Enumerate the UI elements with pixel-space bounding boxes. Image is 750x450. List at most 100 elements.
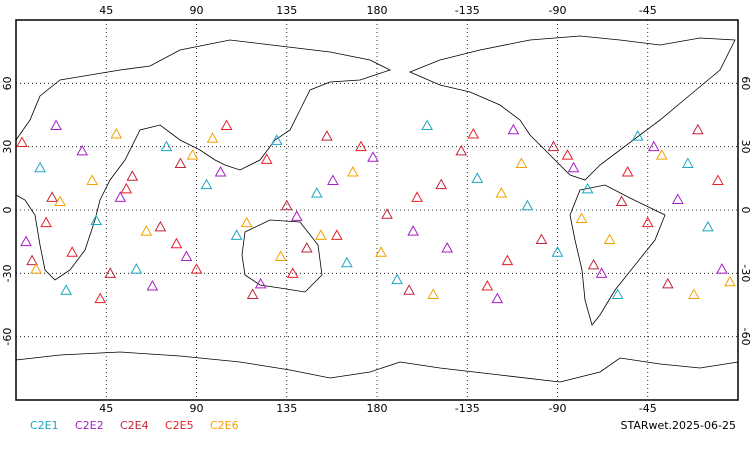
y-tick-label-left: 0 — [1, 207, 14, 214]
coastlines — [15, 35, 739, 383]
triangle-marker — [30, 263, 42, 274]
triangle-marker — [547, 140, 560, 152]
x-tick-label-bottom: -45 — [639, 402, 657, 415]
legend-entry: C2E5 — [165, 419, 194, 432]
triangle-marker — [535, 233, 548, 245]
triangle-marker — [114, 191, 127, 202]
triangle-marker — [702, 220, 714, 232]
triangle-marker — [274, 250, 287, 261]
triangle-marker — [481, 279, 494, 291]
triangle-marker — [427, 288, 440, 299]
triangle-marker — [90, 214, 103, 226]
x-tick-label-top: 45 — [99, 4, 113, 17]
triangle-marker — [290, 210, 303, 221]
triangle-marker — [501, 254, 514, 266]
triangle-marker — [94, 292, 107, 304]
triangle-marker — [471, 172, 484, 183]
triangle-marker — [587, 258, 600, 270]
triangle-marker — [615, 195, 628, 207]
legend-entry: C2E4 — [120, 419, 149, 432]
triangle-marker — [260, 153, 273, 164]
triangle-marker — [206, 132, 219, 143]
triangle-marker — [34, 161, 46, 173]
triangle-marker — [435, 178, 448, 190]
triangle-marker — [716, 263, 728, 274]
x-tick-label-top: 90 — [190, 4, 204, 17]
legend-entry: C2E2 — [75, 419, 104, 432]
triangle-marker — [655, 149, 668, 160]
y-tick-label-right: -60 — [739, 328, 750, 346]
coastline — [15, 39, 392, 281]
triangle-marker — [367, 151, 379, 162]
triangle-marker — [46, 191, 58, 202]
triangle-marker — [214, 165, 227, 177]
triangle-marker — [603, 233, 616, 245]
y-tick-label-right: -30 — [739, 264, 750, 282]
triangle-marker — [567, 161, 580, 173]
triangle-marker — [631, 130, 644, 141]
x-tick-label-bottom: 45 — [99, 402, 113, 415]
triangle-marker — [641, 216, 654, 228]
triangle-marker — [40, 216, 52, 228]
coastline — [15, 351, 739, 383]
triangle-marker — [160, 140, 173, 152]
triangle-marker — [403, 284, 415, 295]
x-tick-label-bottom: -135 — [455, 402, 480, 415]
triangle-marker — [391, 273, 403, 285]
triangle-marker — [441, 241, 454, 253]
x-tick-label-bottom: 90 — [190, 402, 204, 415]
triangle-marker — [347, 165, 359, 177]
triangle-marker — [682, 157, 694, 169]
triangle-marker — [375, 246, 387, 257]
triangle-marker — [692, 123, 704, 135]
triangle-marker — [16, 136, 28, 147]
x-tick-label-top: -90 — [549, 4, 567, 17]
triangle-marker — [230, 229, 243, 240]
triangle-marker — [154, 220, 167, 232]
triangle-marker — [174, 157, 187, 169]
triangle-marker — [551, 246, 564, 257]
triangle-marker — [331, 229, 343, 240]
triangle-marker — [246, 288, 259, 299]
triangle-marker — [140, 225, 153, 236]
triangle-marker — [120, 182, 133, 194]
triangle-marker — [595, 267, 608, 278]
triangle-marker — [20, 235, 32, 247]
triangle-marker — [661, 277, 674, 289]
triangle-marker — [724, 275, 736, 287]
triangle-marker — [581, 182, 594, 194]
triangle-marker — [286, 267, 299, 278]
points — [16, 119, 736, 304]
triangle-marker — [327, 174, 339, 185]
triangle-marker — [190, 263, 203, 274]
coastline — [408, 35, 736, 181]
triangle-marker — [254, 277, 267, 289]
triangle-marker — [180, 250, 193, 261]
x-tick-label-top: 135 — [276, 4, 297, 17]
triangle-marker — [561, 149, 574, 160]
triangle-marker — [507, 123, 520, 135]
triangle-marker — [621, 165, 634, 177]
triangle-marker — [575, 212, 588, 223]
triangle-marker — [495, 187, 508, 198]
triangle-marker — [130, 263, 143, 274]
y-tick-label-right: 0 — [739, 207, 750, 214]
triangle-marker — [647, 140, 660, 152]
triangle-marker — [50, 119, 62, 131]
triangle-marker — [491, 292, 504, 304]
y-tick-label-right: 60 — [739, 76, 750, 90]
triangle-marker — [86, 174, 99, 185]
triangle-marker — [126, 170, 139, 181]
triangle-marker — [671, 193, 684, 204]
x-tick-label-bottom: 135 — [276, 402, 297, 415]
coastline — [569, 184, 666, 326]
x-tick-label-bottom: -90 — [549, 402, 567, 415]
x-tick-label-top: -45 — [639, 4, 657, 17]
triangle-marker — [355, 140, 367, 152]
triangle-marker — [186, 149, 199, 160]
y-tick-label-right: 30 — [739, 140, 750, 154]
triangle-marker — [66, 246, 79, 257]
triangle-marker — [521, 199, 534, 211]
triangle-marker — [26, 254, 38, 266]
x-tick-label-bottom: 180 — [367, 402, 388, 415]
